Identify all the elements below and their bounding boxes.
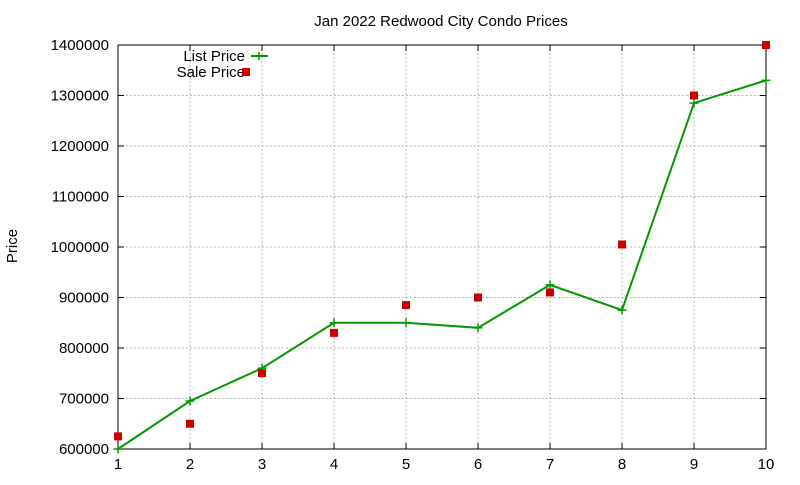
x-tick-label: 8 <box>618 456 626 473</box>
y-tick-label: 1000000 <box>51 239 109 256</box>
sale-price-point <box>258 369 266 378</box>
x-tick-label: 1 <box>114 456 122 473</box>
list-price-point <box>401 318 411 328</box>
sale-price-point <box>186 419 194 428</box>
sale-price-point <box>690 91 698 100</box>
list-price-point <box>617 305 627 315</box>
legend: List Price Sale Price <box>177 48 268 81</box>
y-tick-label: 900000 <box>59 290 109 307</box>
x-tick-label: 6 <box>474 456 482 473</box>
list-price-point <box>761 75 771 85</box>
x-tick-label: 3 <box>258 456 266 473</box>
list-price-point <box>185 396 195 406</box>
sale-price-point <box>330 328 338 337</box>
sale-price-point <box>402 301 410 310</box>
sale-price-point <box>546 288 554 297</box>
list-price-point <box>473 323 483 333</box>
list-price-point <box>329 318 339 328</box>
list-price-line <box>117 79 767 450</box>
axes: 6000007000008000009000001000000110000012… <box>51 37 775 473</box>
sale-price-point <box>474 293 482 302</box>
y-tick-label: 700000 <box>59 391 109 408</box>
legend-label-list-price: List Price <box>183 48 245 65</box>
chart-title: Jan 2022 Redwood City Condo Prices <box>314 13 567 30</box>
y-tick-label: 1400000 <box>51 37 109 54</box>
x-tick-label: 9 <box>690 456 698 473</box>
list-price-point <box>545 280 555 290</box>
sale-price-point <box>762 41 770 49</box>
y-tick-label: 800000 <box>59 340 109 357</box>
legend-label-sale-price: Sale Price <box>177 64 245 81</box>
grid-lines <box>118 45 766 449</box>
x-tick-label: 5 <box>402 456 410 473</box>
y-tick-label: 1100000 <box>52 189 109 206</box>
y-axis-label: Price <box>4 229 21 263</box>
sale-price-point <box>114 432 122 441</box>
list-price-point <box>689 98 699 108</box>
x-tick-label: 4 <box>330 456 338 473</box>
y-tick-label: 1300000 <box>51 88 109 105</box>
y-tick-label: 600000 <box>59 441 109 458</box>
sale-price-point <box>618 240 626 249</box>
list-price-point <box>113 444 123 454</box>
x-tick-label: 10 <box>758 456 775 473</box>
x-tick-label: 2 <box>186 456 194 473</box>
legend-sample-sale-price <box>242 68 250 76</box>
x-tick-label: 7 <box>546 456 554 473</box>
series-layer <box>113 41 771 454</box>
y-tick-label: 1200000 <box>51 138 109 155</box>
